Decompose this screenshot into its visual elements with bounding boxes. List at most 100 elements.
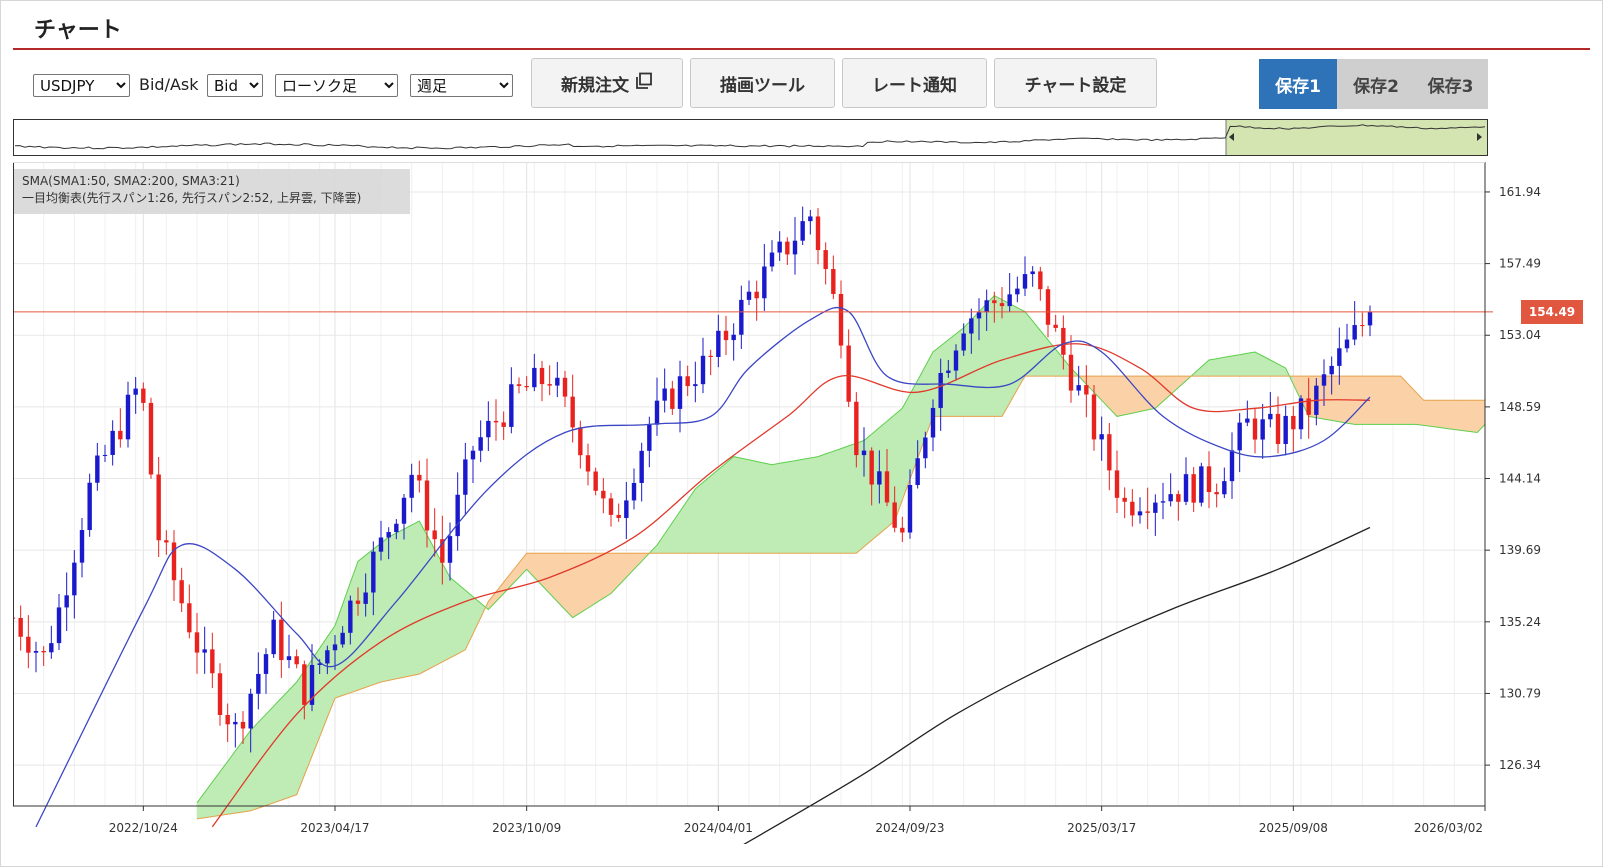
candle-up (340, 632, 345, 645)
navigator-right-arrow-icon[interactable] (1477, 133, 1482, 141)
price-chart[interactable]: 126.34 130.79 135.24 139.69 144.14 148.59 153.… (13, 162, 1598, 844)
candle-up (394, 523, 399, 533)
candle-down (892, 502, 897, 528)
candle-up (447, 536, 453, 563)
candle-up (56, 607, 62, 644)
save-slot-2-button[interactable]: 保存2 (1337, 59, 1415, 109)
rate-alert-button[interactable]: レート通知 (842, 58, 987, 108)
cloud-down-segment (1454, 399, 1463, 431)
cloud-down-segment (1101, 375, 1110, 410)
drawing-tools-button[interactable]: 描画ツール (690, 58, 835, 108)
candle-up (1245, 418, 1250, 423)
candle-down (570, 396, 575, 428)
candle-down (1206, 466, 1212, 493)
save-slot-1-button[interactable]: 保存1 (1259, 59, 1337, 109)
x-tick-label: 2025/03/17 (1067, 821, 1136, 835)
indicator-legend: SMA(SMA1:50, SMA2:200, SMA3:21) 一目均衡表(先行… (14, 169, 410, 214)
cloud-up-segment (242, 729, 251, 813)
navigator-left-arrow-icon[interactable] (1229, 133, 1234, 141)
cloud-up-segment (695, 481, 704, 554)
ichimoku-legend-text: 一目均衡表(先行スパン1:26, 先行スパン2:52, 上昇雲, 下降雲) (22, 191, 362, 205)
cloud-down-segment (633, 552, 642, 571)
candle-down (501, 422, 506, 427)
y-tick-label: 161.94 (1499, 185, 1541, 199)
candle-up (49, 643, 54, 653)
candle-up (470, 450, 476, 460)
candle-up (455, 494, 460, 537)
cloud-down-segment (1331, 375, 1340, 423)
candle-down (440, 539, 445, 563)
chart-settings-button[interactable]: チャート設定 (994, 58, 1157, 108)
candle-down (723, 330, 729, 341)
candle-up (33, 650, 39, 653)
candle-down (884, 471, 890, 503)
cloud-up-segment (1201, 359, 1210, 377)
candle-up (700, 355, 706, 385)
candle-down (1061, 327, 1066, 355)
candle-down (1252, 418, 1258, 440)
candle-up (378, 537, 384, 552)
cloud-up-segment (265, 705, 274, 806)
cloud-up-segment (764, 462, 773, 554)
bid-ask-select[interactable]: Bid (207, 74, 263, 97)
candle-down (562, 377, 568, 397)
period-select[interactable]: 週足 (410, 74, 513, 97)
candle-up (1153, 502, 1158, 513)
title-divider (13, 48, 1590, 50)
cloud-up-segment (1009, 303, 1018, 405)
x-tick-label: 2022/10/24 (109, 821, 178, 835)
candle-down (1122, 497, 1127, 502)
candle-up (271, 619, 276, 655)
candle-down (210, 649, 215, 674)
candle-up (401, 497, 407, 524)
candle-down (539, 367, 545, 385)
candle-up (371, 551, 376, 593)
candle-up (125, 394, 131, 440)
candle-up (309, 664, 315, 705)
cloud-up-segment (273, 697, 282, 804)
cloud-down-segment (618, 552, 627, 587)
candle-down (685, 376, 690, 387)
candle-up (1344, 339, 1350, 349)
candle-down (999, 303, 1005, 307)
save-slot-3-button[interactable]: 保存3 (1413, 59, 1488, 109)
candle-up (923, 437, 928, 459)
candle-up (938, 372, 943, 408)
candle-up (693, 384, 698, 387)
cloud-up-segment (212, 770, 221, 817)
cloud-down-segment (1461, 399, 1470, 432)
popup-window-icon (635, 72, 653, 95)
cloud-up-segment (1224, 355, 1233, 377)
candle-up (1237, 422, 1242, 451)
cloud-up-segment (449, 576, 458, 659)
candle-down (118, 430, 123, 440)
new-order-button[interactable]: 新規注文 (531, 58, 683, 108)
cloud-up-segment (1040, 329, 1049, 377)
candle-up (409, 474, 414, 498)
candle-up (647, 424, 652, 451)
chart-type-select[interactable]: ローソク足 (275, 74, 398, 97)
candle-up (961, 333, 966, 351)
cloud-down-segment (1477, 399, 1486, 434)
cloud-up-segment (779, 461, 788, 554)
candle-down (754, 291, 759, 299)
candle-up (95, 455, 100, 483)
symbol-select[interactable]: USDJPY (33, 74, 130, 97)
candle-up (1007, 294, 1012, 307)
candle-down (670, 388, 675, 409)
cloud-up-segment (664, 521, 673, 554)
candle-down (41, 650, 46, 653)
cloud-up-segment (380, 536, 389, 683)
x-tick-label: 2023/10/09 (492, 821, 561, 835)
cloud-up-segment (334, 604, 343, 699)
candle-up (64, 595, 69, 608)
candle-down (1214, 492, 1219, 495)
candle-up (907, 485, 913, 533)
cloud-up-segment (978, 302, 987, 417)
candle-up (1337, 348, 1342, 366)
range-navigator[interactable] (13, 119, 1488, 156)
cloud-up-segment (994, 295, 1003, 417)
candle-up (509, 384, 514, 427)
candle-up (363, 592, 368, 604)
x-tick-label: 2025/09/08 (1259, 821, 1328, 835)
